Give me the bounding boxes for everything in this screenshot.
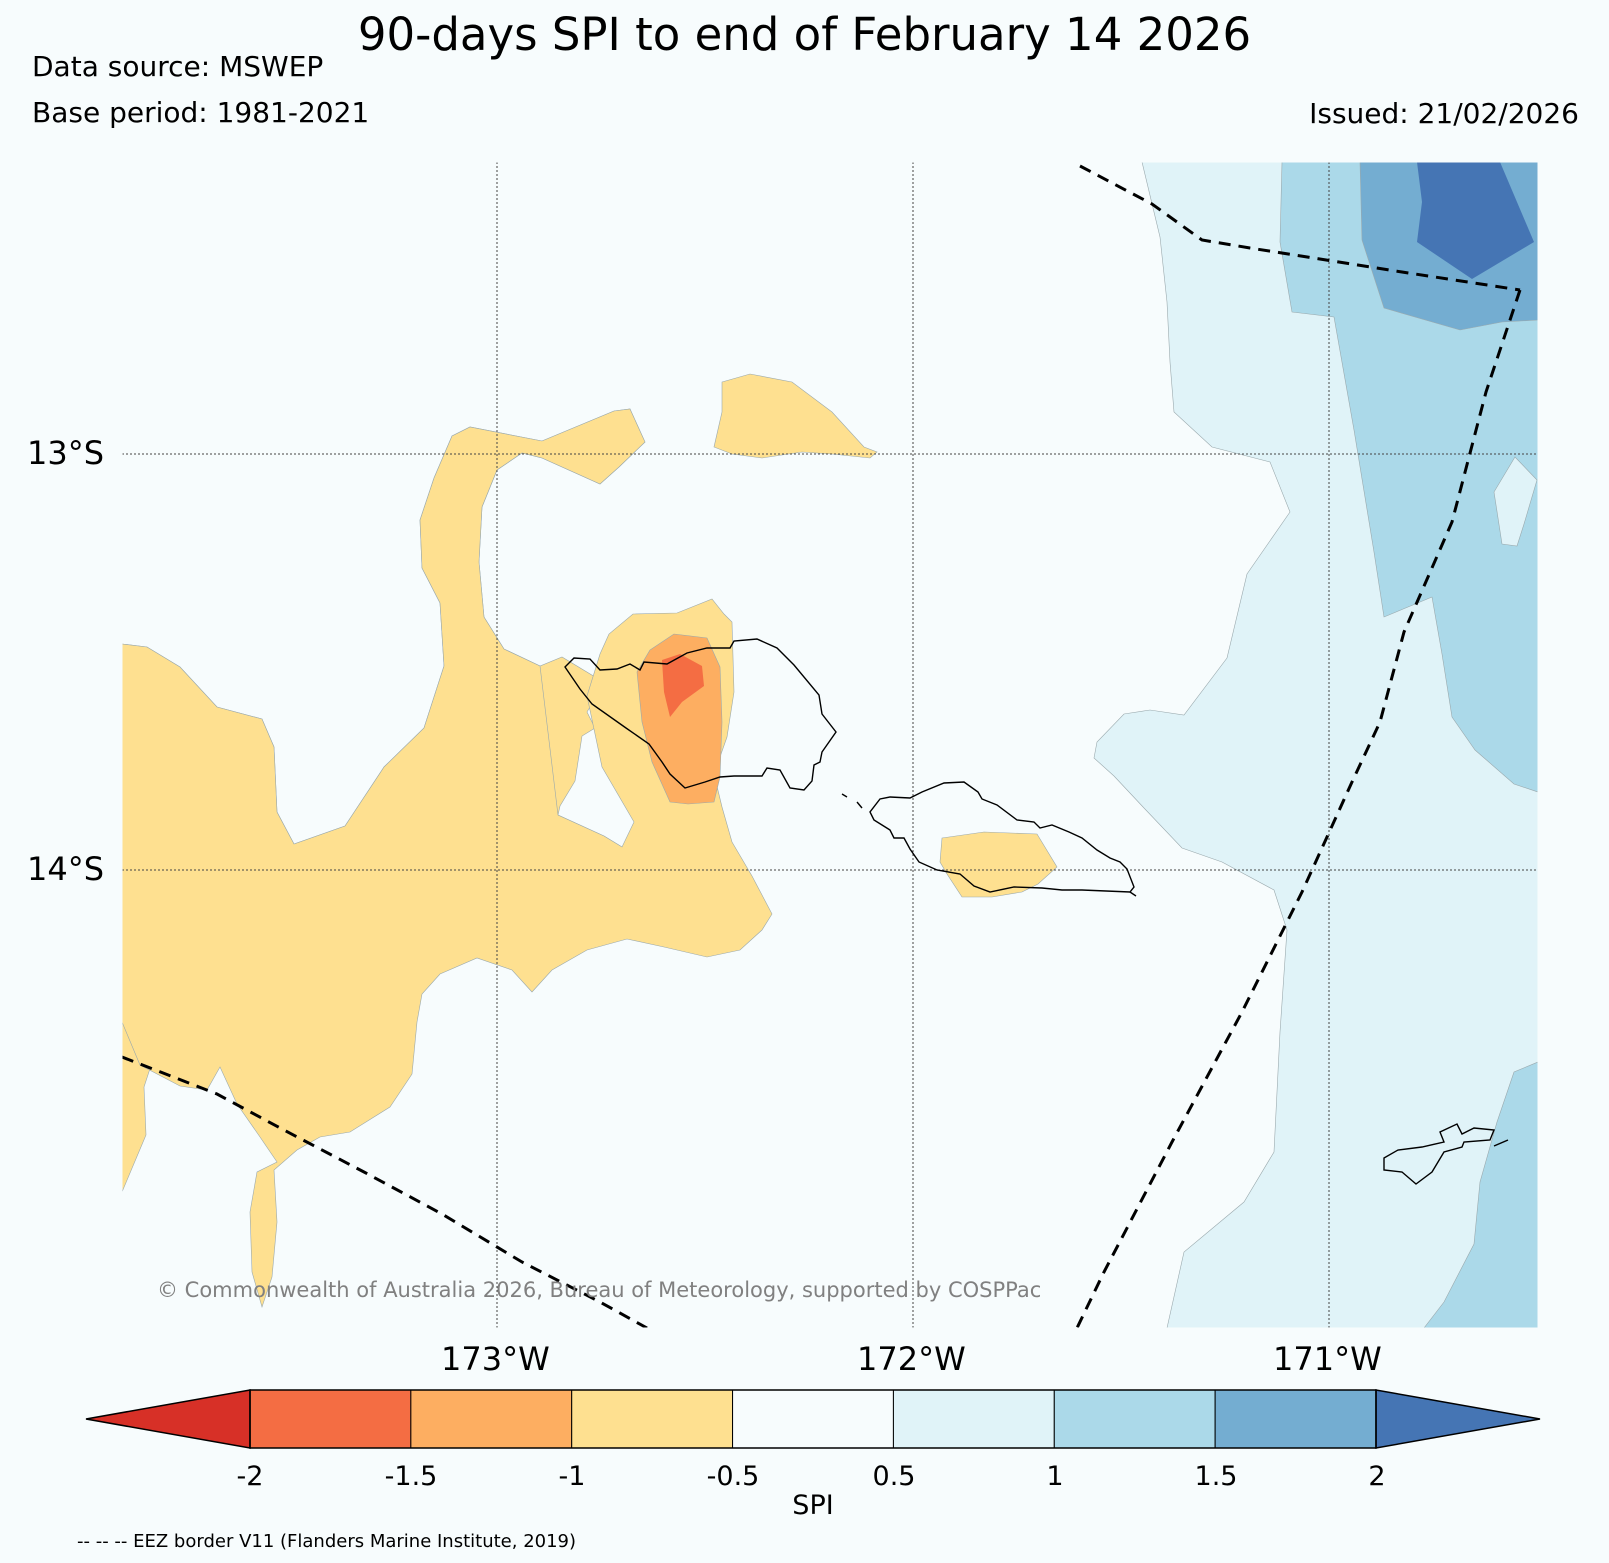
- issued-date: Issued: 21/02/2026: [1309, 97, 1579, 130]
- spi-region-minus1-minus0.5: [713, 373, 878, 459]
- colorbar-tick: 2: [1368, 1461, 1386, 1492]
- colorbar-swatches: [86, 1389, 1540, 1449]
- colorbar-swatch: [249, 1389, 412, 1449]
- eez-borders: [122, 164, 1522, 1328]
- colorbar-swatch: [1053, 1389, 1216, 1449]
- lon-label-172w: 172°W: [857, 1340, 966, 1378]
- colorbar-tick: -2: [236, 1461, 264, 1492]
- spi-region-above-2: [1417, 162, 1534, 279]
- colorbar-swatch: [732, 1389, 894, 1449]
- tutuila-east-coastline: [1493, 1139, 1509, 1147]
- colorbar-tick: -1.5: [384, 1461, 438, 1492]
- tutuila-coastline: [1383, 1123, 1495, 1185]
- upolu-coastline: [869, 781, 1135, 893]
- spi-region-minus1-minus0.5: [122, 408, 773, 1309]
- eez-border-southwest: [122, 1055, 648, 1328]
- colorbar-swatch: [571, 1389, 734, 1449]
- lon-label-173w: 173°W: [441, 1340, 550, 1378]
- eez-footnote: -- -- -- EEZ border V11 (Flanders Marine…: [77, 1531, 577, 1552]
- copyright-notice: © Commonwealth of Australia 2026, Bureau…: [157, 1278, 1042, 1302]
- colorbar-swatch: [410, 1389, 573, 1449]
- data-source: Data source: MSWEP: [32, 50, 324, 83]
- colorbar-frame: [249, 1389, 1377, 1449]
- colorbar-tick: 1: [1046, 1461, 1064, 1492]
- colorbar-tick: 1.5: [1194, 1461, 1238, 1492]
- colorbar-label: SPI: [792, 1490, 834, 1521]
- coastlines: [564, 638, 1509, 1185]
- spi-region-minus2-minus1.5: [662, 654, 704, 717]
- eez-border-east: [1075, 289, 1522, 1328]
- spi-region-0.5-1: [1493, 456, 1538, 547]
- upolu-east-tip: [1129, 891, 1137, 897]
- map-title: 90-days SPI to end of February 14 2026: [357, 8, 1252, 61]
- lat-label-14s: 14°S: [27, 850, 105, 888]
- colorbar-tick: -0.5: [706, 1461, 760, 1492]
- graticule: [122, 162, 1538, 1328]
- spi-map: [122, 162, 1538, 1328]
- lon-label-171w: 171°W: [1273, 1340, 1382, 1378]
- savaii-coastline: [564, 638, 837, 791]
- colorbar-swatch: [892, 1389, 1055, 1449]
- colorbar-swatch: [86, 1390, 250, 1448]
- spi-region-1-1.5: [1423, 1061, 1538, 1328]
- eez-border-north: [1079, 164, 1521, 292]
- base-period: Base period: 1981-2021: [32, 96, 370, 129]
- lat-label-13s: 13°S: [27, 434, 105, 472]
- apolima-coastline: [856, 801, 863, 809]
- spi-colorbar: [85, 1389, 1541, 1449]
- manono-coastline: [841, 793, 848, 798]
- colorbar-tick: 0.5: [872, 1461, 916, 1492]
- colorbar-swatch: [1376, 1390, 1540, 1448]
- spi-region-minus1-minus0.5: [939, 831, 1058, 898]
- colorbar-tick: -1: [558, 1461, 586, 1492]
- colorbar-swatch: [1214, 1389, 1377, 1449]
